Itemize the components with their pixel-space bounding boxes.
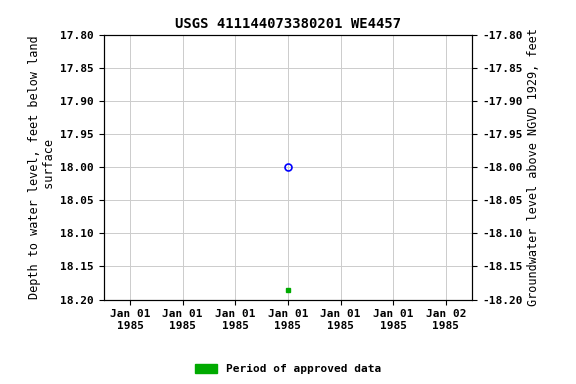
Y-axis label: Groundwater level above NGVD 1929, feet: Groundwater level above NGVD 1929, feet (526, 28, 540, 306)
Title: USGS 411144073380201 WE4457: USGS 411144073380201 WE4457 (175, 17, 401, 31)
Y-axis label: Depth to water level, feet below land
 surface: Depth to water level, feet below land su… (28, 35, 56, 299)
Legend: Period of approved data: Period of approved data (191, 359, 385, 379)
